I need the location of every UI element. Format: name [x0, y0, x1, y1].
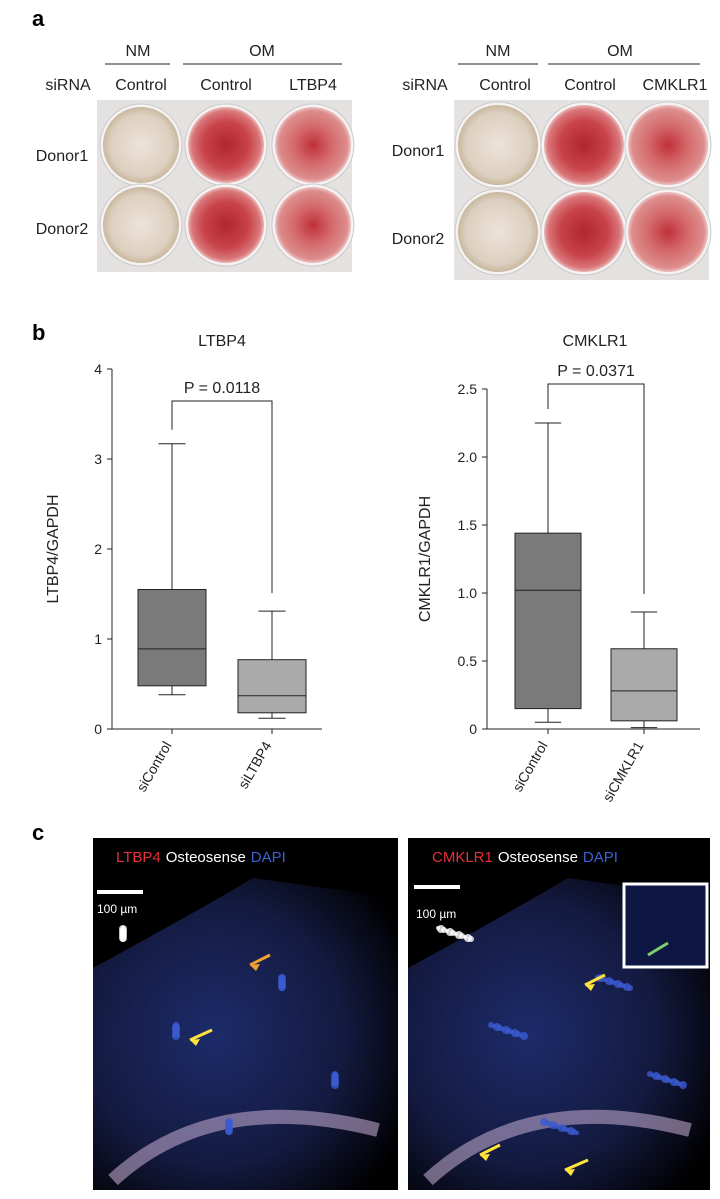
- arrowhead: [190, 1039, 200, 1046]
- y-tick-label: 0: [469, 721, 477, 737]
- arrow: [479, 1143, 501, 1157]
- x-tick-label: siLTBP4: [235, 738, 275, 791]
- y-tick-label: 3: [94, 451, 102, 467]
- significance-bracket: [171, 400, 273, 594]
- scale-bar: [97, 890, 143, 894]
- well: [188, 107, 264, 183]
- well: [458, 105, 538, 185]
- significance-bracket: [547, 383, 645, 595]
- column-label: CMKLR1: [643, 77, 708, 94]
- panel-label: c: [32, 820, 44, 845]
- column-label: Control: [479, 77, 531, 94]
- arrowhead: [250, 964, 260, 971]
- x-tick-label: siControl: [509, 739, 550, 795]
- y-tick-label: 2.5: [458, 381, 478, 397]
- group-label: OM: [249, 43, 275, 60]
- stain-legend: CMKLR1 Osteosense DAPI: [432, 849, 618, 866]
- column-label: Control: [200, 77, 252, 94]
- row-header: siRNA: [45, 77, 91, 94]
- box: [514, 532, 582, 710]
- arrow: [564, 1158, 589, 1172]
- y-tick-label: 2: [94, 541, 102, 557]
- arrow: [189, 1028, 213, 1042]
- stain-label: LTBP4: [116, 849, 161, 866]
- box: [237, 659, 307, 714]
- group-label: OM: [607, 43, 633, 60]
- nucleus: [679, 1081, 687, 1089]
- row-label: Donor1: [36, 148, 89, 165]
- well: [103, 107, 179, 183]
- scale-bar-label: 100 µm: [416, 907, 456, 921]
- chart-title: CMKLR1: [563, 333, 628, 350]
- nucleus: [520, 1032, 528, 1040]
- well: [628, 105, 708, 185]
- nucleus: [627, 985, 633, 991]
- y-tick-label: 2.0: [458, 449, 478, 465]
- group-label: NM: [126, 43, 151, 60]
- panel-label: a: [32, 6, 45, 31]
- well: [275, 187, 351, 263]
- nucleus: [227, 1131, 231, 1135]
- nucleus: [575, 1131, 579, 1135]
- column-label: LTBP4: [289, 77, 337, 94]
- well: [188, 187, 264, 263]
- well: [275, 107, 351, 183]
- row-label: Donor2: [36, 221, 89, 238]
- x-tick-label: siControl: [133, 739, 174, 795]
- nucleus: [279, 985, 285, 991]
- stain-label: CMKLR1: [432, 849, 493, 866]
- nucleus: [172, 1032, 180, 1040]
- well: [544, 105, 624, 185]
- y-tick-label: 1.0: [458, 585, 478, 601]
- tissue: [93, 878, 398, 1190]
- stain-label: DAPI: [583, 849, 618, 866]
- stain-label: Osteosense: [498, 849, 578, 866]
- column-label: Control: [564, 77, 616, 94]
- x-tick-label: siCMKLR1: [599, 738, 646, 804]
- arrow: [584, 973, 606, 987]
- box: [610, 648, 678, 722]
- scale-bar-label: 100 µm: [97, 902, 137, 916]
- inset: [622, 882, 709, 969]
- y-tick-label: 1.5: [458, 517, 478, 533]
- column-label: Control: [115, 77, 167, 94]
- well: [458, 192, 538, 272]
- arrowhead: [565, 1169, 575, 1176]
- p-value: P = 0.0371: [557, 363, 635, 380]
- nucleus: [331, 1081, 339, 1089]
- nucleus: [120, 936, 126, 942]
- y-tick-label: 4: [94, 361, 102, 377]
- row-label: Donor1: [392, 143, 445, 160]
- stain-legend: LTBP4 Osteosense DAPI: [116, 849, 286, 866]
- row-label: Donor2: [392, 231, 445, 248]
- arrowhead: [585, 984, 595, 991]
- nucleus: [468, 936, 474, 942]
- chart-title: LTBP4: [198, 333, 246, 350]
- p-value: P = 0.0118: [184, 380, 260, 397]
- well: [544, 192, 624, 272]
- well: [103, 187, 179, 263]
- group-label: NM: [486, 43, 511, 60]
- panel-label: b: [32, 320, 45, 345]
- y-tick-label: 1: [94, 631, 102, 647]
- y-axis-label: CMKLR1/GAPDH: [417, 496, 434, 622]
- box: [137, 589, 207, 687]
- y-tick-label: 0: [94, 721, 102, 737]
- y-axis-label: LTBP4/GAPDH: [45, 494, 62, 603]
- arrow: [647, 941, 669, 957]
- arrowhead: [480, 1154, 490, 1161]
- row-header: siRNA: [402, 77, 448, 94]
- arrow: [249, 953, 271, 967]
- stain-label: DAPI: [251, 849, 286, 866]
- scale-bar: [414, 885, 460, 889]
- y-tick-label: 0.5: [458, 653, 478, 669]
- stain-label: Osteosense: [166, 849, 246, 866]
- well: [628, 192, 708, 272]
